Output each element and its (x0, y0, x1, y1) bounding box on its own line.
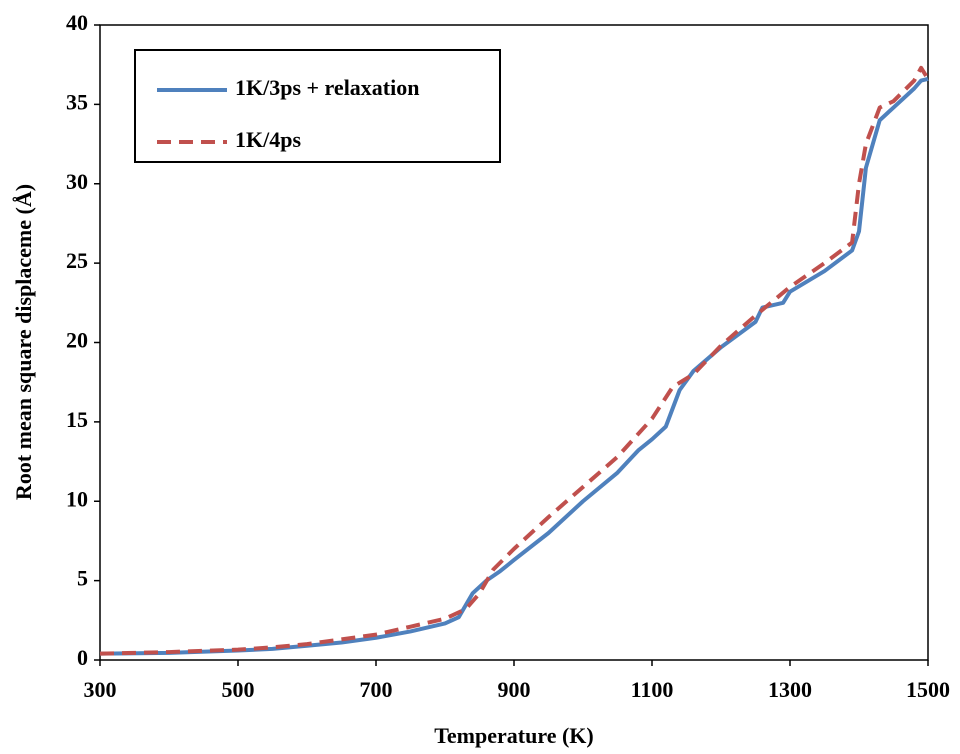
y-tick-label: 20 (66, 328, 88, 353)
x-tick-label: 500 (222, 677, 255, 702)
x-tick-label: 900 (498, 677, 531, 702)
x-tick-label: 700 (360, 677, 393, 702)
y-tick-label: 35 (66, 89, 88, 114)
y-axis-title: Root mean square displaceme (Å) (11, 184, 36, 500)
x-tick-label: 300 (84, 677, 117, 702)
y-tick-label: 30 (66, 169, 88, 194)
y-tick-label: 0 (77, 645, 88, 670)
y-tick-label: 25 (66, 248, 88, 273)
data-line (99, 77, 929, 656)
x-axis-title: Temperature (K) (434, 723, 593, 748)
y-tick-label: 40 (66, 10, 88, 35)
x-tick-label: 1100 (631, 677, 674, 702)
x-tick-label: 1500 (906, 677, 950, 702)
y-tick-label: 10 (66, 486, 88, 511)
x-tick-label: 1300 (768, 677, 812, 702)
legend-box (134, 49, 501, 163)
legend-label: 1K/4ps (235, 127, 301, 152)
y-tick-label: 15 (66, 407, 88, 432)
data-line (99, 65, 930, 656)
y-tick-label: 5 (77, 566, 88, 591)
legend-label: 1K/3ps + relaxation (235, 75, 419, 100)
